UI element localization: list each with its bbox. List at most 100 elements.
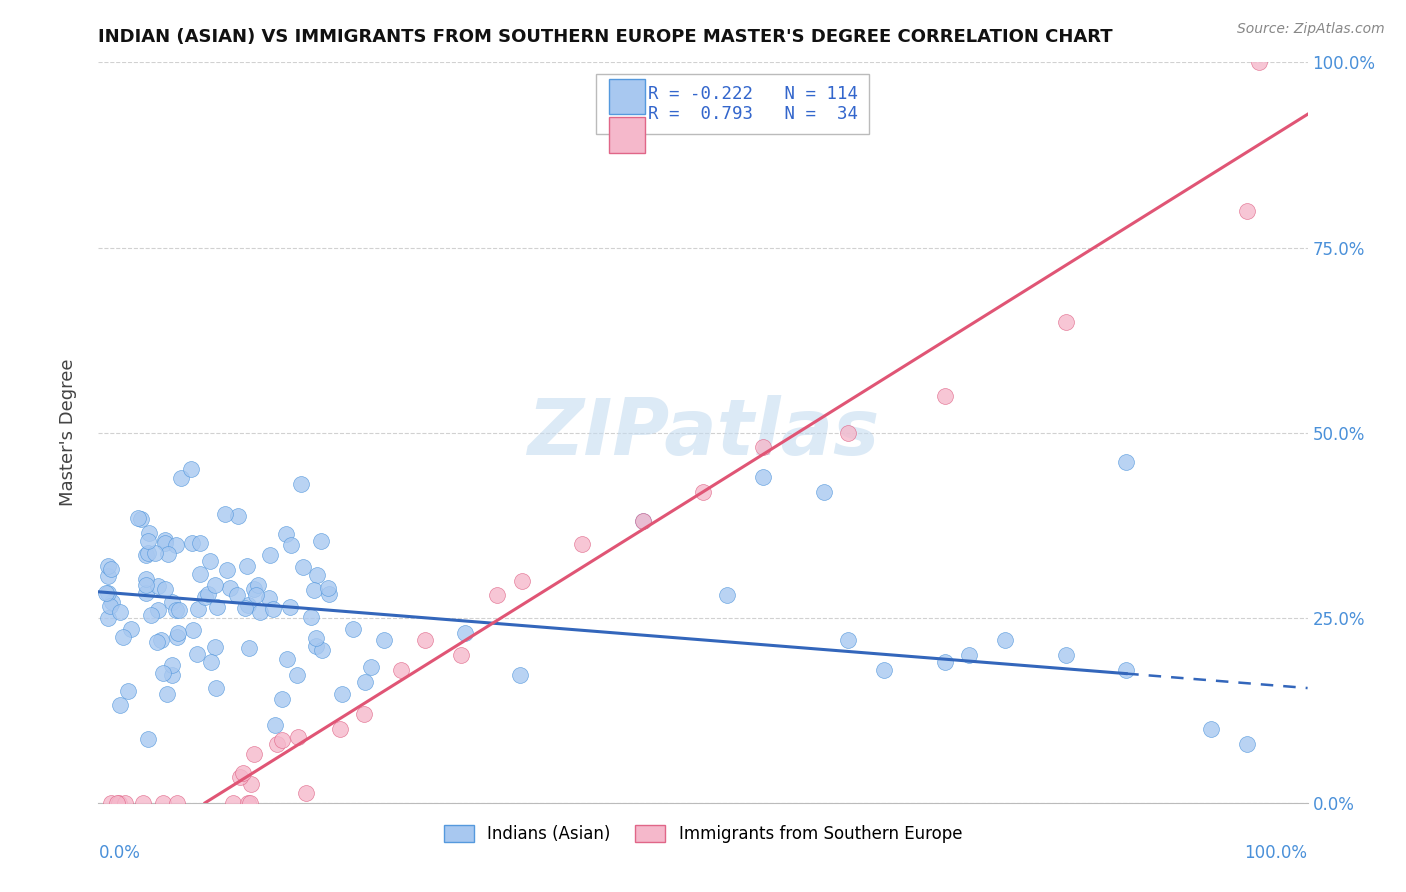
Point: [100, 562, 122, 576]
Point: [276, 652, 298, 666]
Point: [1115, 663, 1137, 677]
Point: [94, 586, 117, 600]
Point: [285, 668, 308, 682]
Point: [200, 655, 222, 669]
Point: [156, 687, 179, 701]
Point: [1054, 648, 1077, 662]
Point: [160, 594, 183, 608]
Point: [120, 622, 142, 636]
Point: [215, 563, 238, 577]
Point: [180, 461, 202, 475]
Point: [97, 586, 120, 600]
Point: [136, 534, 159, 549]
Point: [167, 603, 190, 617]
Point: [752, 470, 775, 484]
Point: [353, 706, 375, 721]
Point: [108, 698, 131, 712]
Point: [127, 511, 149, 525]
Point: [226, 508, 249, 523]
Point: [873, 663, 896, 677]
Point: [143, 545, 166, 559]
Point: [332, 687, 354, 701]
Point: [166, 796, 188, 810]
Point: [305, 631, 328, 645]
Point: [205, 599, 228, 614]
Point: [290, 477, 312, 491]
Point: [117, 684, 139, 698]
Point: [813, 484, 835, 499]
Point: [1249, 55, 1271, 70]
Point: [194, 590, 217, 604]
Text: 100.0%: 100.0%: [1244, 844, 1308, 862]
Point: [276, 527, 298, 541]
Point: [1236, 737, 1258, 751]
Point: [186, 647, 208, 661]
Point: [219, 582, 242, 596]
Point: [225, 588, 247, 602]
Point: [101, 595, 124, 609]
Point: [450, 648, 472, 662]
Point: [1199, 722, 1222, 736]
Point: [238, 796, 260, 810]
Point: [114, 796, 136, 810]
Text: 0.0%: 0.0%: [98, 844, 141, 862]
Point: [354, 674, 377, 689]
Point: [266, 738, 288, 752]
Point: [1236, 203, 1258, 218]
Point: [156, 547, 179, 561]
Point: [304, 639, 326, 653]
Point: [167, 626, 190, 640]
Point: [152, 796, 174, 810]
Point: [692, 484, 714, 499]
Point: [146, 634, 169, 648]
Point: [135, 572, 157, 586]
Point: [188, 567, 211, 582]
Point: [316, 581, 339, 595]
Point: [287, 730, 309, 744]
Legend: Indians (Asian), Immigrants from Southern Europe: Indians (Asian), Immigrants from Souther…: [437, 819, 969, 850]
Point: [270, 732, 292, 747]
Point: [160, 658, 183, 673]
Point: [170, 471, 193, 485]
Point: [136, 546, 159, 560]
Point: [292, 559, 315, 574]
Point: [342, 623, 364, 637]
Point: [238, 796, 260, 810]
Point: [146, 579, 169, 593]
Point: [181, 536, 204, 550]
Point: [97, 569, 120, 583]
Point: [214, 507, 236, 521]
Point: [160, 667, 183, 681]
Point: [271, 692, 294, 706]
Point: [238, 598, 260, 612]
Point: [262, 601, 284, 615]
Point: [413, 632, 436, 647]
Point: [222, 796, 245, 810]
Text: ZIPatlas: ZIPatlas: [527, 394, 879, 471]
Point: [243, 582, 266, 597]
Point: [243, 747, 266, 761]
Point: [146, 603, 169, 617]
Point: [165, 603, 187, 617]
Point: [259, 548, 281, 562]
Point: [100, 599, 122, 614]
Point: [135, 578, 157, 592]
Y-axis label: Master's Degree: Master's Degree: [59, 359, 77, 507]
Text: Source: ZipAtlas.com: Source: ZipAtlas.com: [1237, 22, 1385, 37]
Point: [259, 591, 281, 606]
Point: [509, 667, 531, 681]
Point: [136, 732, 159, 747]
Point: [188, 535, 211, 549]
Point: [229, 770, 252, 784]
Point: [152, 665, 174, 680]
Point: [360, 659, 382, 673]
Point: [181, 624, 204, 638]
Point: [187, 602, 209, 616]
Text: INDIAN (ASIAN) VS IMMIGRANTS FROM SOUTHERN EUROPE MASTER'S DEGREE CORRELATION CH: INDIAN (ASIAN) VS IMMIGRANTS FROM SOUTHE…: [98, 28, 1114, 45]
Point: [837, 632, 859, 647]
Point: [264, 718, 287, 732]
Point: [994, 632, 1017, 647]
Point: [934, 388, 956, 402]
Point: [837, 425, 859, 440]
Point: [204, 640, 226, 654]
